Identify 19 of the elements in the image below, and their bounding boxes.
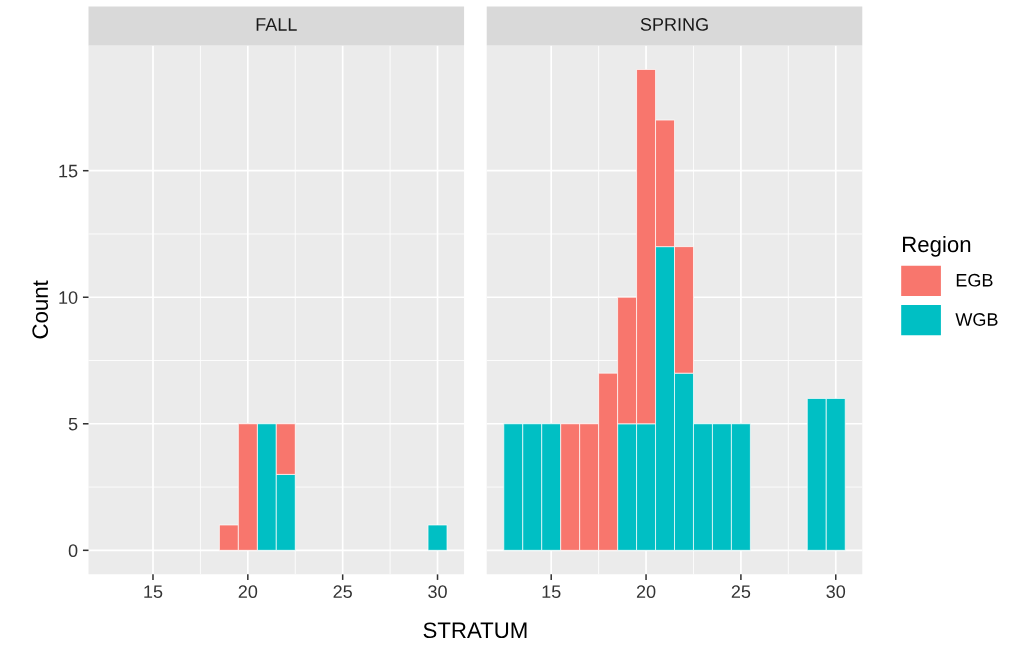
chart-title: SPRING (640, 18, 708, 31)
chart-title: FALL (256, 18, 297, 31)
legend-label: EGB (956, 273, 993, 287)
x-tick-label: 20 (636, 585, 656, 599)
y-tick-label: 5 (68, 417, 78, 431)
x-tick-label: 30 (826, 585, 846, 599)
x-tick-label: 30 (428, 585, 447, 599)
x-axis-title: STRATUM (423, 622, 527, 639)
y-tick-label: 15 (59, 164, 78, 178)
legend-label: WGB (955, 313, 998, 326)
x-tick-label: 25 (731, 585, 751, 599)
y-axis-title: Count (32, 280, 49, 339)
y-tick-label: 0 (68, 544, 78, 558)
x-tick-label: 25 (333, 585, 352, 599)
legend-title: Region (903, 235, 971, 257)
y-tick-label: 10 (59, 291, 78, 304)
x-tick-label: 20 (238, 585, 258, 599)
x-tick-label: 15 (144, 585, 163, 599)
x-tick-label: 15 (542, 585, 561, 599)
